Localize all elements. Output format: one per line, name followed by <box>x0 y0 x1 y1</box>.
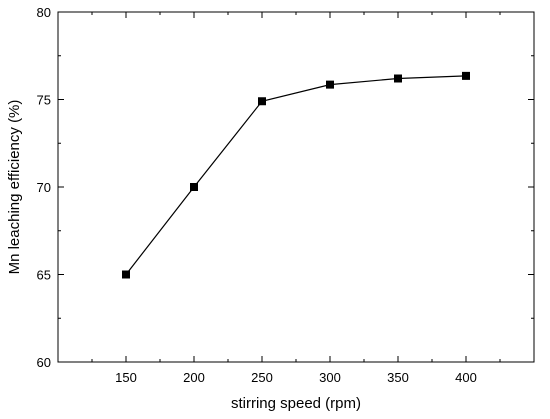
x-axis-ticks: 150 200 250 300 350 400 <box>91 12 501 385</box>
data-point-marker <box>258 97 266 106</box>
data-point-marker <box>462 71 470 80</box>
data-series <box>122 71 470 279</box>
x-tick-label: 150 <box>115 370 137 385</box>
data-point-marker <box>394 74 402 83</box>
data-point-marker <box>326 80 334 89</box>
data-point-marker <box>190 183 198 191</box>
y-axis-title: Mn leaching efficiency (%) <box>6 100 23 275</box>
y-tick-label: 75 <box>37 93 51 108</box>
x-axis-title: stirring speed (rpm) <box>231 395 361 412</box>
x-tick-label: 300 <box>319 370 341 385</box>
x-tick-label: 250 <box>251 370 273 385</box>
x-tick-label: 200 <box>183 370 205 385</box>
y-tick-label: 65 <box>37 268 51 283</box>
y-tick-label: 80 <box>37 5 51 20</box>
y-axis-ticks: 60 65 70 75 80 <box>37 5 534 370</box>
x-tick-label: 350 <box>387 370 409 385</box>
x-tick-label: 400 <box>455 370 477 385</box>
y-tick-label: 70 <box>37 180 51 195</box>
y-tick-label: 60 <box>37 355 51 370</box>
plot-frame <box>57 11 535 363</box>
series-line <box>125 75 467 275</box>
data-point-marker <box>122 270 130 279</box>
